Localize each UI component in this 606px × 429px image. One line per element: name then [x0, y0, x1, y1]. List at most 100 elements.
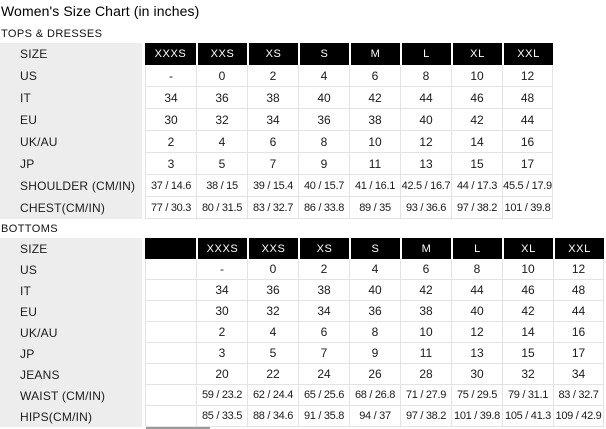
- size-cell: 4: [298, 65, 349, 87]
- size-cell: 46: [451, 87, 502, 109]
- header-cell: L: [451, 238, 502, 259]
- table-row: IT 34 36 38 40 42 44 46 48: [0, 87, 606, 109]
- tops-dresses-size-table: SIZE XXXS XXS XS S M L XL XXL US -0 2 4 6 8 10 12 IT 34 36 3…: [0, 43, 606, 219]
- row-label: WAIST (CM/IN): [0, 385, 145, 406]
- size-cell: 9: [349, 343, 400, 364]
- size-cell: 28: [400, 364, 451, 385]
- size-cell: 32: [502, 364, 553, 385]
- size-cell: 12: [400, 131, 451, 153]
- size-cell: 2: [247, 65, 298, 87]
- size-cell: -: [145, 65, 196, 87]
- size-cell: 5: [247, 343, 298, 364]
- size-cell: 8: [400, 65, 451, 87]
- size-cell: 34: [145, 87, 196, 109]
- size-cell: [145, 301, 196, 322]
- size-cell: 40: [400, 109, 451, 131]
- size-cell: 83 / 32.7: [553, 385, 604, 406]
- row-label: SIZE: [0, 43, 145, 65]
- table-row: US -0 2 4 6 8 10 12: [0, 65, 606, 87]
- size-cell: 10: [349, 131, 400, 153]
- size-cell: 32: [247, 301, 298, 322]
- row-label: CHEST(CM/IN): [0, 197, 145, 219]
- table-row: US -0 2 4 6 8 10 12: [0, 259, 606, 280]
- size-cell: 34: [298, 301, 349, 322]
- size-cell: 45.5 / 17.9: [502, 175, 553, 197]
- size-cell: 97 / 38.2: [451, 197, 502, 219]
- row-label: US: [0, 259, 145, 280]
- header-cell: XXS: [247, 238, 298, 259]
- section-label-bottoms: BOTTOMS: [1, 223, 58, 235]
- header-cell: XXS: [196, 43, 247, 65]
- size-cell: 85 / 33.5: [196, 406, 247, 427]
- size-cell: 8: [298, 131, 349, 153]
- size-cell: 32: [196, 109, 247, 131]
- size-cell: 0: [196, 65, 247, 87]
- size-cell: [145, 364, 196, 385]
- header-cell: M: [400, 238, 451, 259]
- size-cell: 22: [247, 364, 298, 385]
- size-cell: 44: [400, 87, 451, 109]
- size-cell: 17: [553, 343, 604, 364]
- size-cell: 14: [502, 322, 553, 343]
- size-cell: 34: [196, 280, 247, 301]
- size-cell: 16: [553, 322, 604, 343]
- size-cell: 3: [145, 153, 196, 175]
- size-cell: 36: [196, 87, 247, 109]
- size-cell: 59 / 23.2: [196, 385, 247, 406]
- size-cell: [145, 385, 196, 406]
- size-cell: 37 / 14.6: [145, 175, 196, 197]
- size-cell: 16: [502, 131, 553, 153]
- size-cell: 109 / 42.9: [553, 406, 604, 427]
- table-row: JP 3 5 7 9 11 13 15 17: [0, 153, 606, 175]
- table-header-row: SIZE XXXS XXS XS S M L XL XXL: [0, 43, 606, 65]
- header-cell: XL: [451, 43, 502, 65]
- size-cell: 40: [451, 301, 502, 322]
- size-cell: 42: [502, 301, 553, 322]
- size-cell: 24: [298, 364, 349, 385]
- size-cell: 17: [502, 153, 553, 175]
- size-cell: 38: [400, 301, 451, 322]
- header-cell: [145, 238, 196, 259]
- size-cell: [145, 259, 196, 280]
- row-label: SHOULDER (CM/IN): [0, 175, 145, 197]
- size-cell: 26: [349, 364, 400, 385]
- header-cell: XXXS: [196, 238, 247, 259]
- size-cell: 89 / 35: [349, 197, 400, 219]
- size-cell: 38 / 15: [196, 175, 247, 197]
- size-cell: 77 / 30.3: [145, 197, 196, 219]
- size-cell: -: [196, 259, 247, 280]
- row-label: EU: [0, 109, 145, 131]
- size-cell: 12: [451, 322, 502, 343]
- size-cell: 44: [502, 109, 553, 131]
- size-cell: 10: [451, 65, 502, 87]
- header-cell: M: [349, 43, 400, 65]
- table-row: UK/AU 2 4 6 8 10 12 14 16: [0, 131, 606, 153]
- table-row: UK/AU 2 4 6 8 10 12 14 16: [0, 322, 606, 343]
- size-cell: 80 / 31.5: [196, 197, 247, 219]
- size-cell: 44: [451, 280, 502, 301]
- size-cell: [145, 322, 196, 343]
- size-chart-page: Women's Size Chart (in inches) TOPS & DR…: [0, 3, 606, 429]
- size-cell: 10: [502, 259, 553, 280]
- size-cell: 34: [553, 364, 604, 385]
- table-row: SHOULDER (CM/IN) 37 / 14.6 38 / 15 39 / 15.…: [0, 175, 606, 197]
- header-cell: S: [298, 43, 349, 65]
- row-label: UK/AU: [0, 322, 145, 343]
- size-cell: 2: [298, 259, 349, 280]
- size-cell: 44: [553, 301, 604, 322]
- size-cell: 13: [400, 153, 451, 175]
- header-cell: S: [349, 238, 400, 259]
- size-cell: 5: [196, 153, 247, 175]
- header-cell: XXXS: [145, 43, 196, 65]
- size-cell: 7: [247, 153, 298, 175]
- size-cell: 36: [247, 280, 298, 301]
- size-cell: 79 / 31.1: [502, 385, 553, 406]
- size-cell: 97 / 38.2: [400, 406, 451, 427]
- size-cell: 40: [298, 87, 349, 109]
- section-tops-dresses: TOPS & DRESSES SIZE XXXS XXS XS S M L XL XXL US -0…: [0, 28, 606, 219]
- size-cell: 38: [298, 280, 349, 301]
- size-cell: 9: [298, 153, 349, 175]
- size-cell: 39 / 15.4: [247, 175, 298, 197]
- size-cell: 36: [298, 109, 349, 131]
- header-cell: XS: [298, 238, 349, 259]
